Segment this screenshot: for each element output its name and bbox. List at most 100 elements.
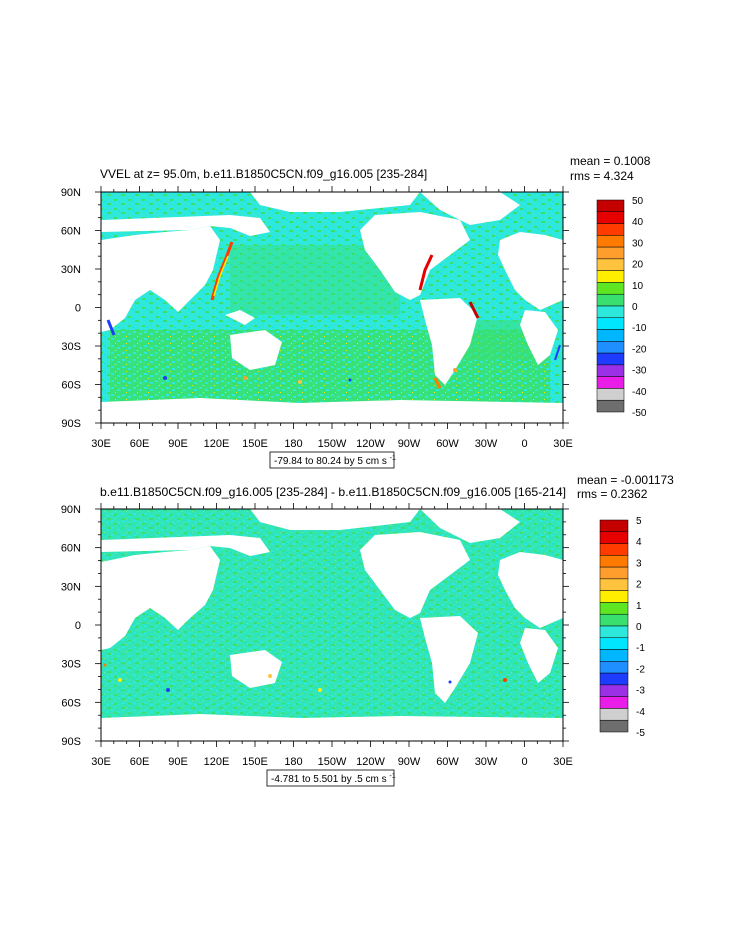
- colorbar-label: 2: [636, 580, 642, 591]
- colorbar-swatch: [596, 329, 625, 342]
- range-label-box: -79.84 to 80.24 by 5 cm s -1: [269, 451, 396, 469]
- colorbar-swatch: [599, 661, 629, 674]
- colorbar-label: 40: [632, 217, 644, 228]
- range-label: -79.84 to 80.24 by 5 cm s: [274, 456, 387, 467]
- colorbar-label: 5: [636, 516, 642, 527]
- colorbar-swatch: [599, 578, 629, 591]
- colorbar-swatch: [599, 555, 629, 568]
- panel-title: VVEL at z= 95.0m, b.e11.B1850C5CN.f09_g1…: [100, 167, 427, 181]
- x-tick-label: 60W: [436, 438, 459, 450]
- colorbar-label: 30: [632, 238, 644, 249]
- land-masses: [101, 192, 563, 423]
- y-tick-label: 60N: [61, 543, 81, 555]
- colorbar-swatch: [596, 399, 625, 413]
- colorbar-label: -3: [636, 686, 645, 697]
- colorbar-label: -40: [632, 387, 647, 398]
- y-tick-label: 60S: [61, 697, 81, 709]
- y-axis-labels: 90N 60N 30N 0 30S 60S 90S: [61, 504, 81, 748]
- x-tick-label: 30E: [553, 756, 573, 768]
- colorbar-label: -1: [636, 643, 645, 654]
- colorbar-swatch: [599, 708, 629, 721]
- colorbar-swatch: [596, 305, 625, 319]
- x-tick-label: 150W: [318, 438, 347, 450]
- colorbar-swatch: [596, 199, 625, 213]
- colorbar-swatch: [599, 672, 629, 686]
- x-tick-label: 180: [284, 438, 302, 450]
- colorbar-swatch: [599, 625, 629, 639]
- x-tick-label: 150E: [242, 438, 268, 450]
- svg-text:-4.781 to 5.501 by .5 cm s: -4.781 to 5.501 by .5 cm s -1: [271, 773, 396, 785]
- x-tick-label: 0: [521, 438, 527, 450]
- colorbar-swatch: [599, 637, 629, 650]
- colorbar-label: 1: [636, 601, 642, 612]
- mean-stat: mean = -0.001173: [577, 473, 674, 487]
- land-masses: [101, 509, 563, 741]
- x-tick-label: 30E: [91, 756, 111, 768]
- colorbar: 5 4 3 2 1 0 -1 -2 -3 -4 -5: [599, 516, 645, 739]
- colorbar-swatch: [596, 341, 625, 354]
- x-tick-label: 90E: [168, 756, 188, 768]
- colorbar-swatch: [599, 684, 629, 697]
- colorbar: 50 40 30 20 10 0 -10 -20 -30 -40 -50: [596, 196, 647, 419]
- y-tick-label: 60N: [61, 226, 81, 238]
- x-tick-label: 150E: [242, 756, 268, 768]
- colorbar-swatch: [596, 235, 625, 248]
- colorbar-label: -2: [636, 664, 645, 675]
- range-label-box: -4.781 to 5.501 by .5 cm s -1: [266, 769, 396, 787]
- svg-text:-79.84 to 80.24 by 5 cm s: -79.84 to 80.24 by 5 cm s -1: [274, 455, 396, 467]
- mean-stat: mean = 0.1008: [570, 154, 651, 168]
- vvel-panel: VVEL at z= 95.0m, b.e11.B1850C5CN.f09_g1…: [61, 154, 651, 469]
- x-tick-label: 90W: [398, 438, 421, 450]
- x-tick-label: 60E: [130, 756, 150, 768]
- colorbar-label: -50: [632, 408, 647, 419]
- colorbar-swatch: [599, 602, 629, 615]
- y-tick-label: 90S: [61, 736, 81, 748]
- colorbar-swatch: [599, 519, 629, 533]
- y-tick-label: 90S: [61, 418, 81, 430]
- rms-stat: rms = 0.2362: [577, 487, 648, 501]
- colorbar-swatch: [596, 258, 625, 271]
- colorbar-swatch: [599, 590, 629, 603]
- range-unit-exp: -1: [389, 773, 395, 780]
- y-tick-label: 90N: [61, 504, 81, 516]
- colorbar-label: 0: [632, 302, 638, 313]
- x-tick-label: 30W: [475, 756, 498, 768]
- colorbar-swatch: [596, 388, 625, 401]
- colorbar-label: -5: [636, 728, 645, 739]
- colorbar-swatch: [596, 317, 625, 330]
- x-tick-label: 90E: [168, 438, 188, 450]
- y-tick-label: 30N: [61, 581, 81, 593]
- y-axis-labels: 90N 60N 30N 0 30S 60S 90S: [61, 187, 81, 430]
- x-axis-labels: 30E 60E 90E 120E 150E 180 150W 120W 90W 60W 30W 0 30…: [91, 438, 573, 450]
- colorbar-swatch: [596, 282, 625, 295]
- boundary-current-features: [106, 241, 561, 389]
- colorbar-swatch: [599, 719, 629, 733]
- y-tick-label: 30S: [61, 659, 81, 671]
- x-tick-label: 90W: [398, 756, 421, 768]
- colorbar-swatch: [599, 613, 629, 627]
- colorbar-swatch: [596, 246, 625, 260]
- x-tick-label: 30E: [91, 438, 111, 450]
- x-tick-label: 0: [521, 756, 527, 768]
- difference-features: [103, 663, 507, 692]
- x-tick-label: 120E: [204, 438, 230, 450]
- x-tick-label: 30W: [475, 438, 498, 450]
- colorbar-label: 50: [632, 196, 644, 207]
- colorbar-swatch: [599, 566, 629, 580]
- colorbar-swatch: [596, 352, 625, 366]
- colorbar-swatch: [596, 376, 625, 389]
- y-tick-label: 30N: [61, 264, 81, 276]
- colorbar-label: -10: [632, 323, 647, 334]
- x-tick-label: 120W: [356, 438, 385, 450]
- range-label: -4.781 to 5.501 by .5 cm s: [271, 774, 387, 785]
- difference-panel: 30E 60E 90E 120E 150E 180 150W 120W 90W 60W 30W 0 30…: [61, 473, 674, 787]
- axis-ticks: [95, 503, 569, 747]
- x-tick-label: 60E: [130, 438, 150, 450]
- colorbar-label: -20: [632, 344, 647, 355]
- colorbar-label: 0: [636, 622, 642, 633]
- y-tick-label: 0: [75, 620, 81, 632]
- x-tick-label: 30E: [553, 438, 573, 450]
- x-tick-label: 120E: [204, 756, 230, 768]
- colorbar-label: -4: [636, 707, 645, 718]
